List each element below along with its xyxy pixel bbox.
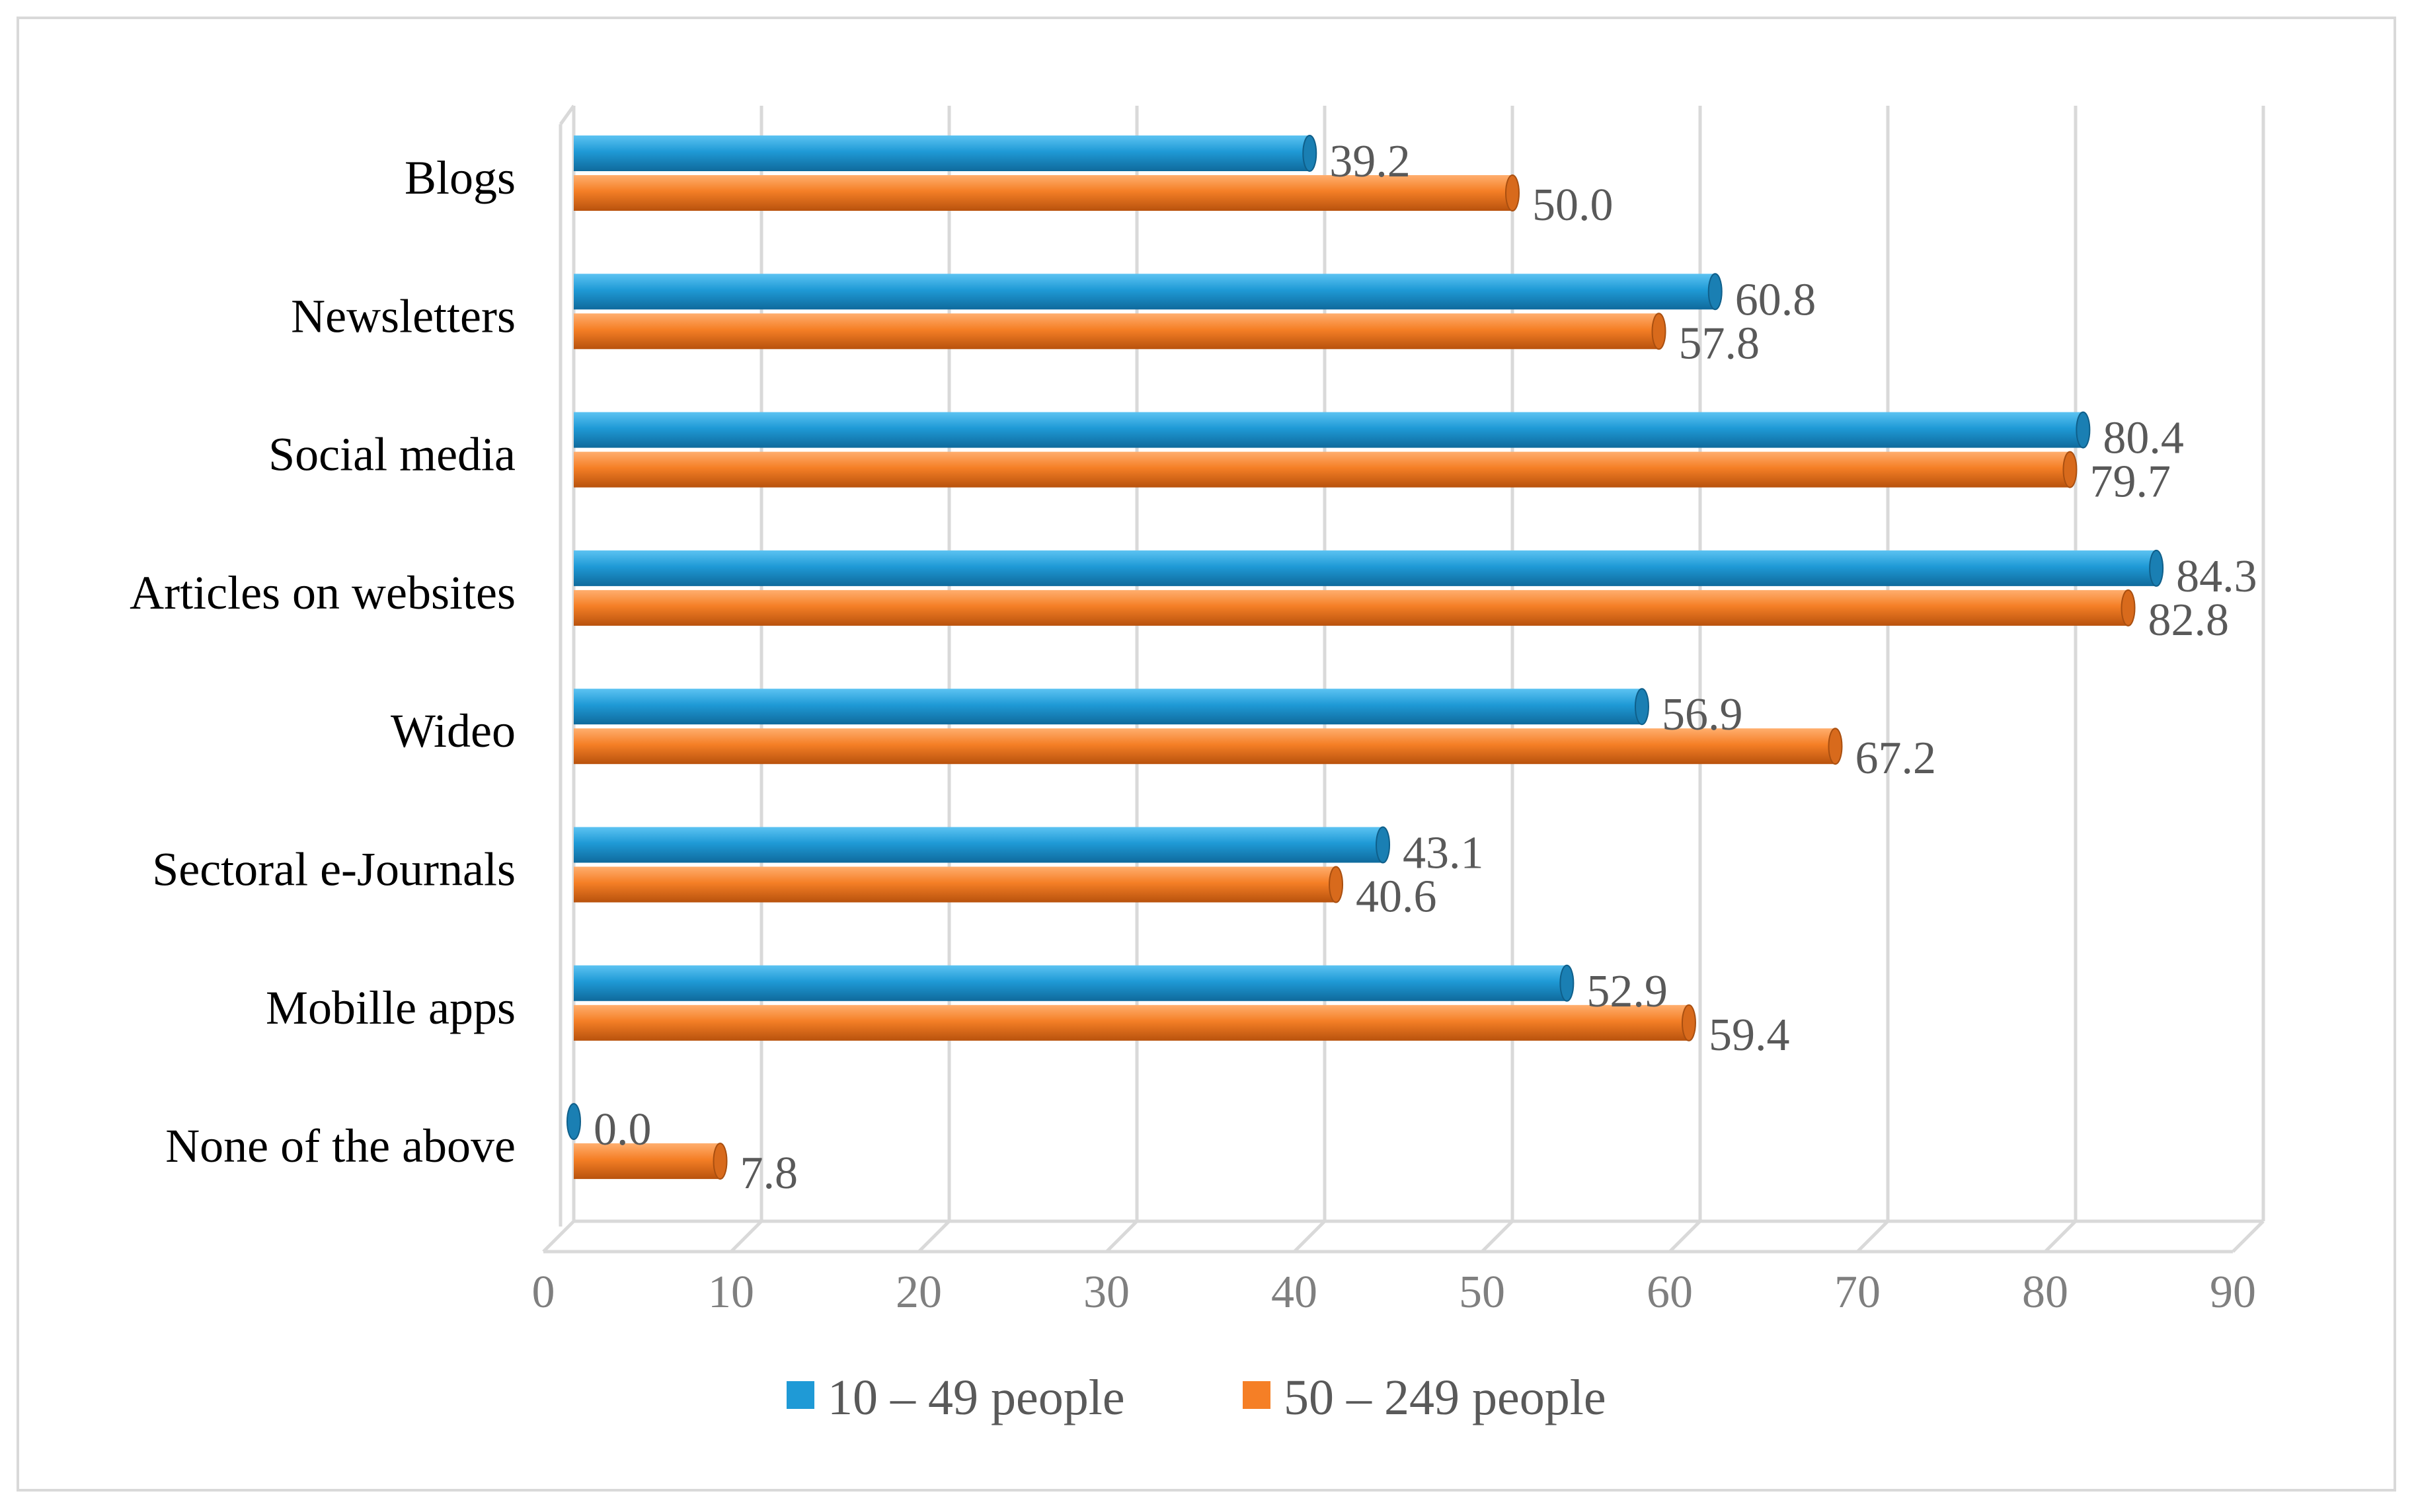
value-label: 80.4	[2103, 413, 2184, 464]
x-tick-label: 90	[2210, 1267, 2256, 1318]
bar-6-0	[574, 964, 1575, 1002]
bar-end-cap	[713, 1143, 728, 1180]
bar-1-0	[574, 273, 1723, 311]
floor-gridline	[917, 1220, 951, 1253]
value-label: 43.1	[1403, 828, 1484, 879]
floor-gridline	[1481, 1220, 1514, 1253]
bar-body	[574, 728, 1836, 765]
wall-top-edge	[559, 104, 576, 126]
bar-2-1	[574, 451, 2078, 488]
bar-end-cap	[1651, 313, 1666, 350]
x-tick-label: 20	[896, 1267, 942, 1318]
bar-6-1	[574, 1004, 1696, 1041]
bar-end-cap	[1329, 866, 1344, 903]
value-label: 52.9	[1586, 966, 1668, 1017]
value-label: 59.4	[1709, 1010, 1790, 1061]
value-label: 84.3	[2176, 551, 2257, 602]
category-label: Blogs	[405, 151, 516, 204]
x-tick-label: 0	[532, 1267, 555, 1318]
bar-end-cap	[1828, 728, 1843, 765]
bar-4-1	[574, 728, 1843, 765]
x-tick-label: 80	[2022, 1267, 2068, 1318]
value-label: 60.8	[1735, 274, 1816, 325]
floor-gridline	[542, 1220, 575, 1253]
bar-end-cap	[2149, 549, 2164, 587]
value-label: 0.0	[594, 1104, 652, 1155]
bar-5-0	[574, 826, 1391, 864]
floor-gridline	[730, 1220, 763, 1253]
value-label: 7.8	[740, 1148, 799, 1199]
legend-swatch	[1243, 1381, 1270, 1409]
floor-gridline	[1105, 1220, 1138, 1253]
bar-3-1	[574, 589, 2136, 626]
x-tick-label: 70	[1834, 1267, 1881, 1318]
value-label: 50.0	[1532, 180, 1614, 231]
floor-gridline	[1668, 1220, 1701, 1253]
bar-body	[574, 451, 2070, 488]
bar-body	[574, 412, 2084, 448]
category-label: Sectoral e-Journals	[152, 843, 516, 896]
x-tick-label: 30	[1083, 1267, 1130, 1318]
bar-end-cap	[1559, 964, 1575, 1002]
bar-3-0	[574, 549, 2164, 587]
bar-end-cap	[1634, 688, 1649, 726]
value-label: 82.8	[2148, 595, 2230, 646]
bar-body	[574, 866, 1337, 903]
x-tick-label: 10	[708, 1267, 754, 1318]
bar-end-cap	[2076, 411, 2091, 449]
value-label: 57.8	[1679, 318, 1760, 369]
bar-0-0	[574, 135, 1317, 172]
bar-end-cap	[1376, 826, 1391, 864]
bar-end-cap	[1681, 1004, 1696, 1041]
category-label: None of the above	[165, 1119, 516, 1172]
legend-label: 50 – 249 people	[1284, 1370, 1606, 1425]
category-label: Social media	[268, 428, 516, 481]
bar-body	[574, 827, 1383, 863]
x-tick-label: 60	[1647, 1267, 1693, 1318]
bar-1-1	[574, 313, 1666, 350]
bar-end-cap	[1302, 135, 1317, 172]
bar-body	[574, 274, 1715, 310]
legend-label: 10 – 49 people	[828, 1370, 1125, 1425]
bar-end-cap	[1505, 174, 1520, 211]
bar-body	[574, 550, 2157, 586]
legend-swatch	[787, 1381, 814, 1409]
bar-2-0	[574, 411, 2091, 449]
bar-body	[574, 689, 1642, 725]
bar-0-1	[574, 174, 1520, 211]
value-label: 39.2	[1329, 136, 1411, 187]
bar-body	[574, 589, 2128, 626]
bar-end-cap	[2121, 589, 2136, 626]
x-tick-label: 40	[1271, 1267, 1317, 1318]
bar-body	[574, 175, 1512, 211]
floor-gridline	[1856, 1220, 1889, 1253]
value-label: 67.2	[1855, 733, 1936, 784]
value-label: 79.7	[2089, 457, 2171, 508]
x-tick-label: 50	[1459, 1267, 1505, 1318]
bar-body	[574, 1143, 721, 1180]
value-label: 40.6	[1356, 872, 1437, 923]
bar-body	[574, 135, 1310, 171]
bar-body	[574, 1004, 1689, 1041]
category-label: Wideo	[391, 704, 516, 757]
bar-5-1	[574, 866, 1344, 903]
bar-end-cap	[2062, 451, 2078, 488]
bar-end-cap	[1707, 273, 1723, 311]
bar-body	[574, 313, 1659, 350]
category-label: Mobille apps	[266, 981, 516, 1034]
bar-end-cap	[566, 1103, 581, 1141]
floor-gridline	[1293, 1220, 1326, 1253]
category-label: Newsletters	[291, 289, 516, 342]
value-label: 56.9	[1662, 689, 1743, 740]
bar-4-0	[574, 688, 1649, 726]
category-label: Articles on websites	[130, 566, 516, 619]
floor-gridline	[2044, 1220, 2077, 1253]
bar-7-0	[566, 1103, 581, 1141]
floor-gridline	[2232, 1220, 2265, 1253]
bar-7-1	[574, 1143, 728, 1180]
bar-body	[574, 965, 1567, 1001]
